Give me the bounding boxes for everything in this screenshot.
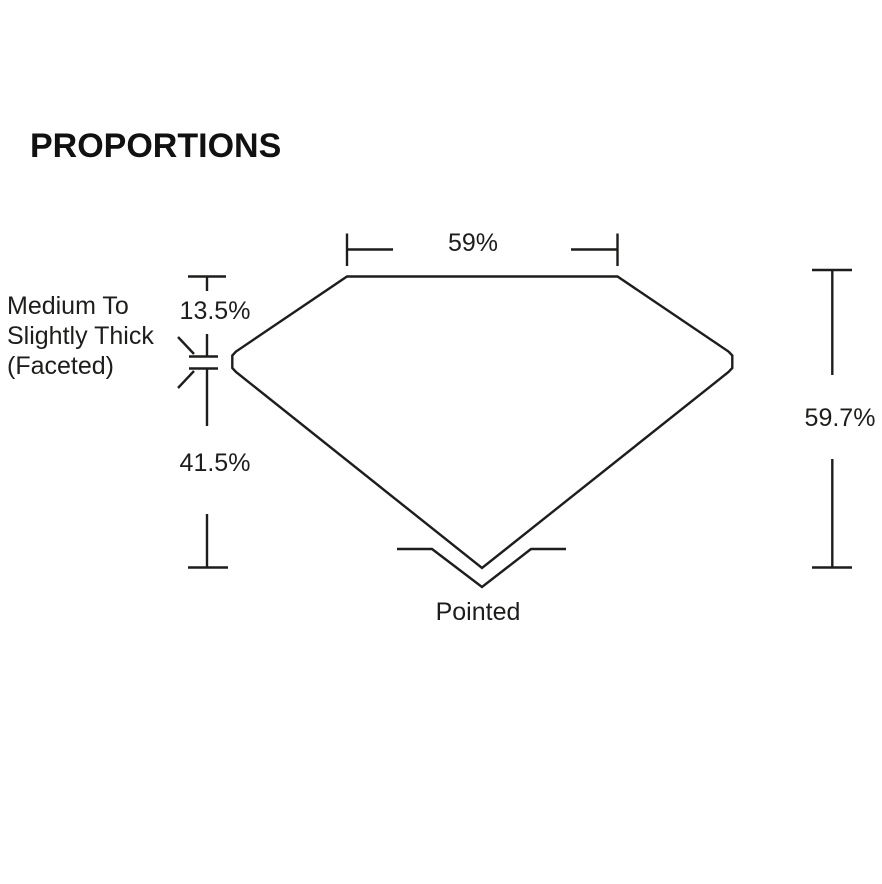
pavilion-depth-label: 41.5% bbox=[179, 449, 251, 477]
crown-height-label: 13.5% bbox=[179, 297, 251, 325]
girdle-thickness-label: Medium To Slightly Thick (Faceted) bbox=[7, 291, 154, 381]
girdle-thickness-label-line3: (Faceted) bbox=[7, 352, 114, 380]
girdle-callout-lower-diag bbox=[177, 370, 195, 389]
page-title: PROPORTIONS bbox=[30, 127, 282, 165]
girdle-thickness-label-line1: Medium To bbox=[7, 292, 129, 320]
girdle-thickness-label-line2: Slightly Thick bbox=[7, 322, 154, 350]
culet-label: Pointed bbox=[435, 598, 521, 626]
girdle-callout-upper-diag bbox=[177, 336, 195, 355]
table-width-label: 59% bbox=[447, 229, 499, 257]
total-depth-label: 59.7% bbox=[804, 404, 876, 432]
diamond-outline bbox=[231, 275, 734, 570]
culet-chevron bbox=[397, 547, 566, 589]
